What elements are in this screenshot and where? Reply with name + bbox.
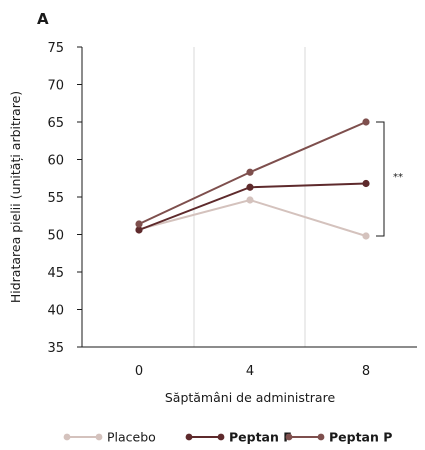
y-tick-label: 55 [47, 191, 64, 206]
legend-label-peptan-f: Peptan F [229, 430, 292, 445]
x-tick-label: 0 [135, 364, 143, 379]
data-point-placebo [362, 232, 370, 240]
bracket-line [376, 121, 385, 237]
legend-marker-peptan-f [185, 433, 193, 441]
y-tick-label: 70 [47, 79, 64, 94]
data-point-peptan-f [246, 183, 254, 191]
legend-marker-peptan-p [285, 433, 293, 441]
y-tick-label: 60 [47, 154, 64, 169]
x-ticks: 0 4 8 [135, 364, 370, 379]
legend-marker-placebo [95, 433, 103, 441]
x-axis-title: Săptămâni de administrare [165, 390, 336, 405]
legend-label-placebo: Placebo [107, 430, 156, 445]
x-tick-label: 8 [362, 364, 370, 379]
data-point-peptan-p [246, 168, 254, 176]
y-tick-label: 35 [47, 341, 64, 356]
y-tick-label: 50 [47, 229, 64, 244]
series-line-placebo [138, 198, 367, 237]
significance-bracket: ** [376, 121, 403, 237]
legend-marker-peptan-f [217, 433, 225, 441]
data-point-peptan-p [135, 220, 143, 228]
data-point-peptan-f [362, 179, 370, 188]
legend-marker-peptan-p [317, 433, 325, 441]
grid [193, 47, 306, 347]
series-group [135, 118, 370, 240]
y-axis-title: Hidratarea pielii (unități arbitrare) [8, 91, 23, 303]
y-tick-label: 40 [47, 304, 64, 319]
y-ticks: 35 40 45 50 55 60 65 70 75 [47, 41, 82, 356]
data-point-peptan-f [135, 226, 143, 234]
series-line-peptan-f [138, 182, 367, 231]
legend: Placebo Peptan F Peptan P [63, 430, 392, 445]
data-point-placebo [246, 196, 254, 204]
y-tick-label: 75 [47, 41, 64, 56]
legend-marker-placebo [63, 433, 71, 441]
panel-label: A [37, 10, 49, 28]
legend-label-peptan-p: Peptan P [329, 430, 392, 445]
data-point-peptan-p [362, 118, 370, 126]
significance-label: ** [393, 172, 403, 183]
x-tick-label: 4 [246, 364, 254, 379]
y-tick-label: 45 [47, 266, 64, 281]
y-tick-label: 65 [47, 116, 64, 131]
